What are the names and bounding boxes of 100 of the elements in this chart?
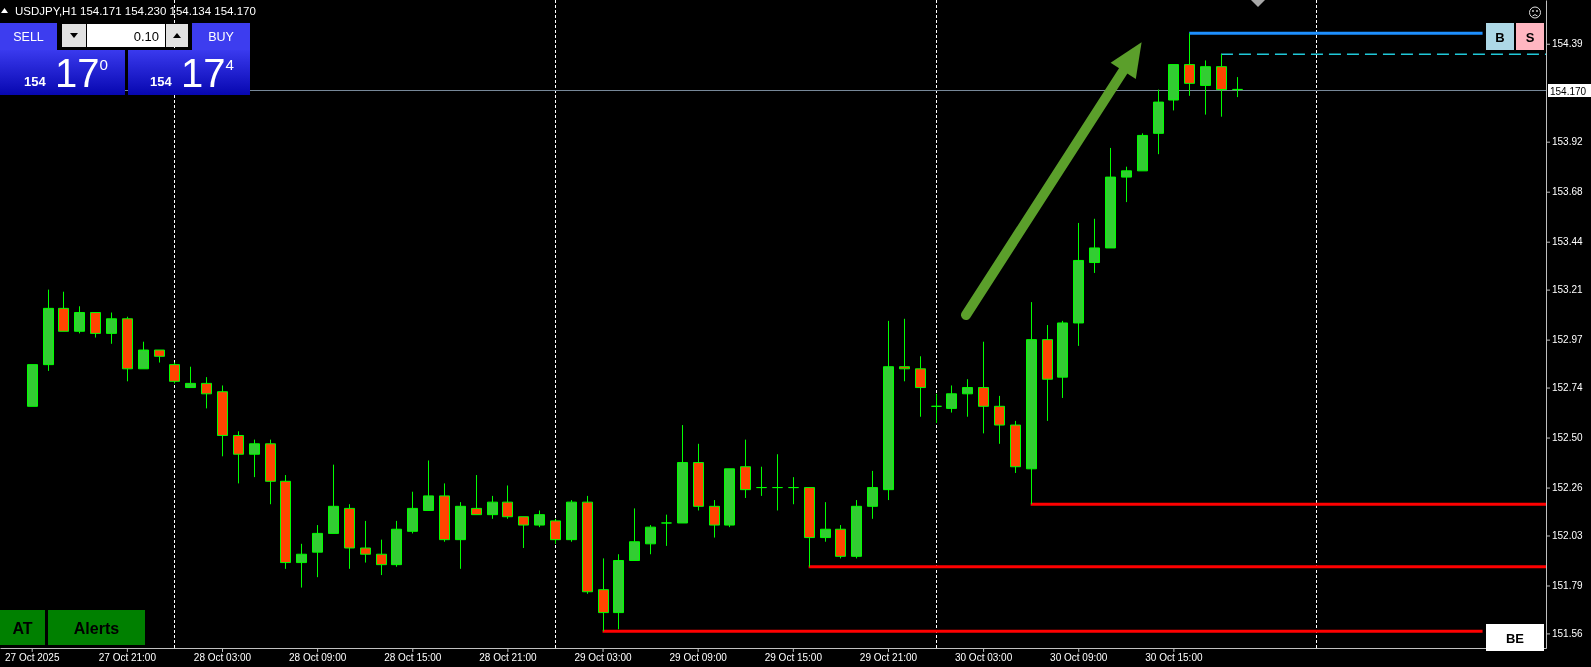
- candlestick: [835, 524, 846, 559]
- price-box: 154 17$^{0}$: [0, 50, 125, 95]
- candlestick: [931, 393, 942, 424]
- y-tick-label: 153.21: [1552, 284, 1584, 296]
- candlestick: [598, 557, 609, 632]
- label-box: BE: [1486, 624, 1544, 651]
- candlestick: [265, 439, 276, 505]
- candlestick: [946, 384, 957, 414]
- candlestick: [169, 362, 180, 384]
- x-tick-label: 28 Oct 03:00: [193, 652, 252, 664]
- candlestick: [1010, 420, 1021, 474]
- candlestick: [138, 341, 149, 370]
- candlestick: [1200, 59, 1211, 116]
- candlestick: [154, 349, 165, 364]
- button[interactable]: B: [1486, 23, 1514, 50]
- candlestick: [1216, 53, 1227, 118]
- y-tick-label: 151.79: [1552, 580, 1584, 592]
- annotation: AT: [12, 619, 33, 637]
- annotation: 154: [24, 74, 47, 89]
- candlestick: [677, 424, 688, 524]
- candlestick: [487, 495, 498, 520]
- candlestick: [233, 430, 244, 484]
- candlestick: [360, 520, 371, 564]
- candlestick: [423, 459, 434, 511]
- candlestick: [201, 376, 212, 409]
- candlestick: [1105, 147, 1116, 249]
- button[interactable]: S: [1516, 23, 1544, 50]
- x-tick-label: 28 Oct 21:00: [479, 652, 537, 664]
- candlestick: [122, 316, 133, 382]
- x-tick-label: 29 Oct 15:00: [764, 652, 823, 664]
- annotation: Alerts: [73, 619, 120, 637]
- candlestick: [391, 520, 402, 568]
- candlestick: [566, 499, 577, 543]
- candlestick: [280, 474, 291, 570]
- candlestick: [328, 464, 339, 534]
- x-tick-label: 29 Oct 21:00: [859, 652, 918, 664]
- candlestick: [43, 289, 54, 372]
- number-field[interactable]: 0.10: [87, 24, 165, 47]
- candlestick: [962, 378, 973, 418]
- x-tick-label: 27 Oct 2025: [4, 652, 60, 664]
- annotation: 17$^{0}$: [55, 51, 108, 95]
- candlestick: [645, 524, 656, 555]
- x-tick-label: 29 Oct 09:00: [669, 652, 728, 664]
- y-tick-label: 152.03: [1552, 530, 1584, 542]
- y-tick-label: 153.92: [1552, 136, 1584, 148]
- candlestick: [709, 499, 720, 539]
- price-box: 154 17$^{4}$: [128, 50, 250, 95]
- candlestick: [1153, 89, 1164, 155]
- candlestick: [1073, 222, 1084, 347]
- label-box: 154.170: [1548, 84, 1591, 97]
- candlestick: [724, 468, 735, 528]
- candlestick: [883, 320, 894, 501]
- candlestick: [693, 443, 704, 511]
- annotation: 154: [150, 74, 173, 89]
- y-tick-label: 153.44: [1552, 236, 1584, 248]
- candlestick: [27, 364, 38, 407]
- candlestick: [74, 305, 85, 334]
- candlestick: [867, 470, 878, 520]
- candlestick: [58, 291, 69, 332]
- x-tick-label: 27 Oct 21:00: [98, 652, 157, 664]
- candlestick: [249, 439, 260, 478]
- candlestick: [550, 518, 561, 545]
- candlestick: [518, 516, 529, 549]
- candlestick: [534, 509, 545, 528]
- candlestick: [851, 499, 862, 559]
- candlestick: [455, 501, 466, 570]
- x-tick-label: 28 Oct 15:00: [384, 652, 442, 664]
- candlestick: [1089, 218, 1100, 274]
- candlestick: [407, 491, 418, 534]
- annotation: S: [1525, 29, 1535, 45]
- candlestick: [978, 341, 989, 434]
- y-tick-label: 152.50: [1552, 432, 1584, 444]
- candlestick: [90, 312, 101, 339]
- y-tick-label: 152.26: [1552, 482, 1584, 494]
- annotation: BUY: [208, 30, 235, 44]
- candlestick: [376, 539, 387, 576]
- y-tick-label: 152.74: [1552, 382, 1584, 394]
- candlestick: [1168, 64, 1179, 111]
- x-tick-label: 29 Oct 03:00: [574, 652, 633, 664]
- button[interactable]: AT: [0, 610, 45, 645]
- candlestick: [344, 503, 355, 570]
- candlestick: [106, 312, 117, 345]
- x-tick-label: 28 Oct 09:00: [289, 652, 347, 664]
- candlestick: [788, 476, 799, 505]
- chart-title: USDJPY,H1 154.171 154.230 154.134 154.170: [15, 5, 256, 17]
- x-tick-label: 30 Oct 09:00: [1050, 652, 1108, 664]
- candlestick: [1184, 32, 1195, 97]
- candlestick: [899, 318, 910, 382]
- candlestick: [439, 482, 450, 543]
- y-tick-label: 153.68: [1552, 186, 1584, 198]
- candlestick: [772, 453, 783, 511]
- candlestick: [613, 553, 624, 630]
- candlestick: [1232, 76, 1243, 98]
- candlestick: [471, 474, 482, 516]
- candlestick: [820, 501, 831, 543]
- button[interactable]: Alerts: [48, 610, 145, 645]
- button[interactable]: BUY: [192, 23, 250, 50]
- button[interactable]: SELL: [0, 23, 57, 50]
- annotation: BE: [1505, 630, 1525, 646]
- candlestick: [1137, 132, 1148, 172]
